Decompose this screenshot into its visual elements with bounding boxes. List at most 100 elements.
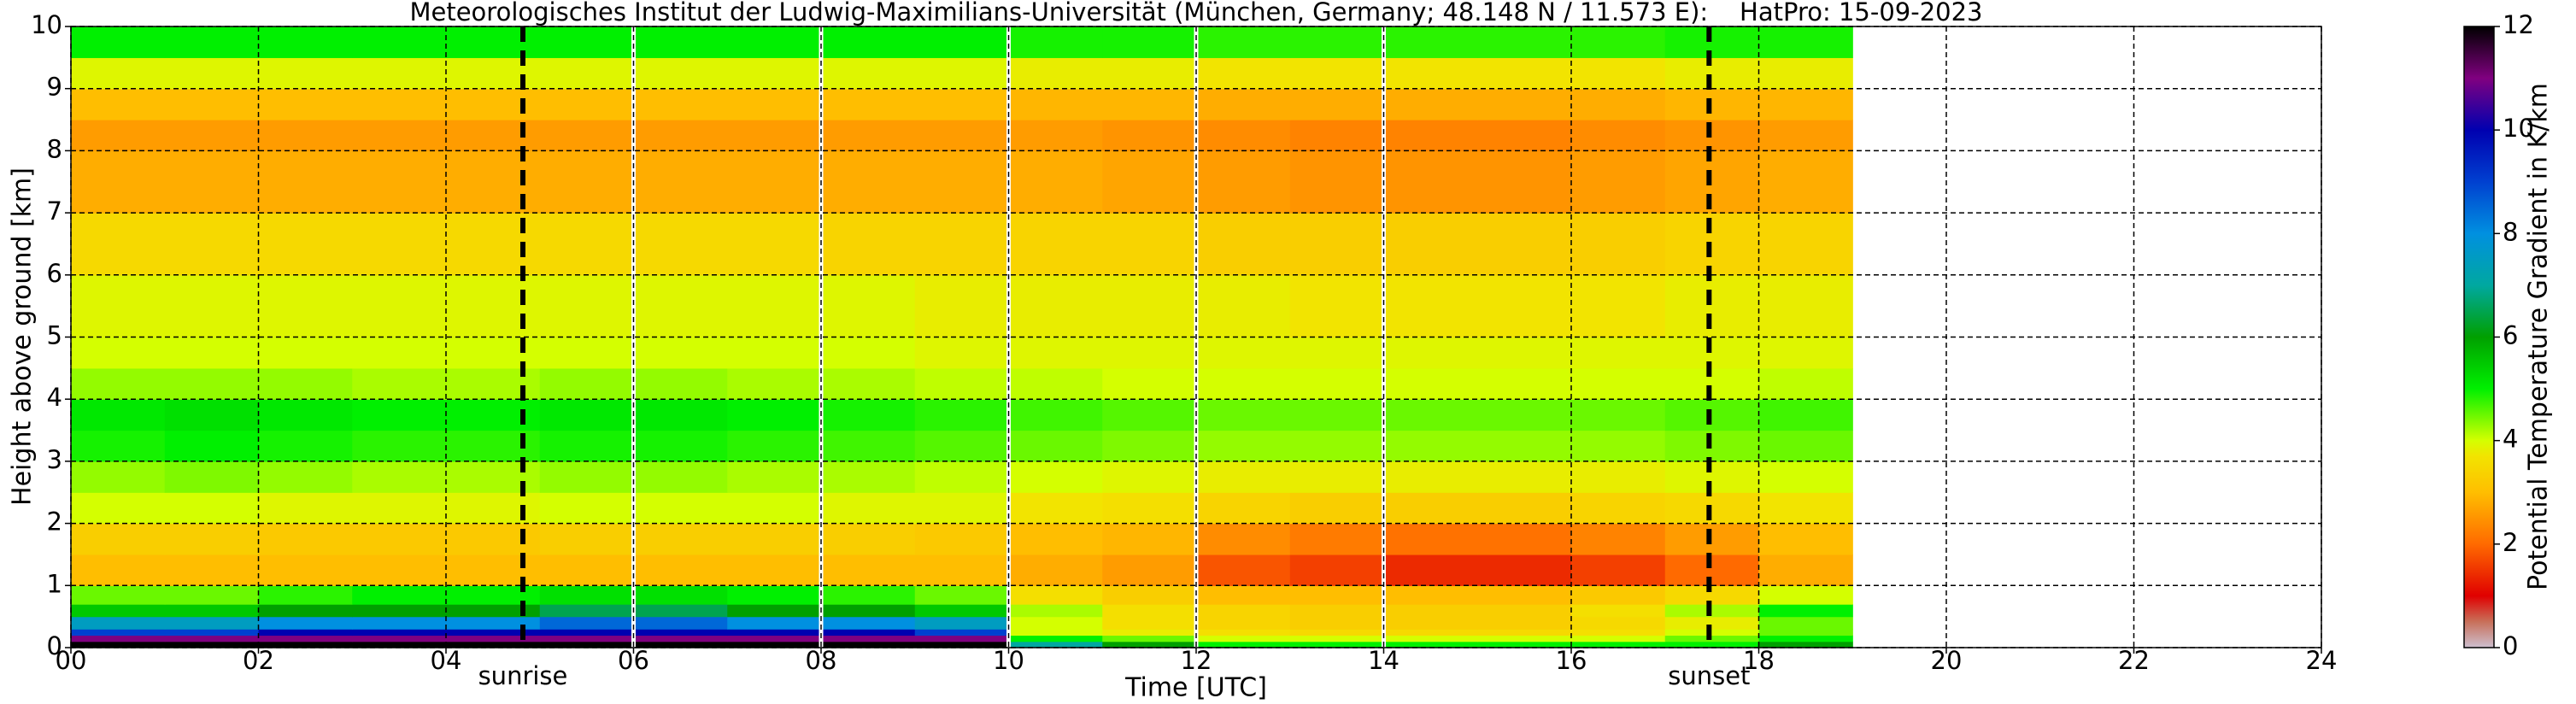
heat-cell bbox=[727, 641, 822, 648]
heat-cell bbox=[633, 213, 728, 276]
heat-cell bbox=[1289, 629, 1385, 637]
chart-title: Meteorologisches Institut der Ludwig-Max… bbox=[409, 0, 1982, 26]
heat-cell bbox=[352, 26, 447, 58]
heat-cell bbox=[258, 604, 353, 618]
heat-cell bbox=[1383, 213, 1478, 276]
heat-cell bbox=[1196, 604, 1291, 618]
colorbar-label: Potential Temperature Gradient in K/km bbox=[2524, 83, 2554, 590]
heat-cell bbox=[727, 616, 822, 630]
heat-cell bbox=[1758, 554, 1853, 586]
heat-cell bbox=[914, 57, 1010, 90]
heat-cell bbox=[352, 120, 447, 151]
heat-cell bbox=[446, 554, 541, 586]
heat-cell bbox=[1571, 604, 1666, 618]
heat-cell bbox=[1664, 120, 1760, 151]
heat-cell bbox=[821, 635, 916, 642]
heat-cell bbox=[1008, 641, 1103, 648]
heat-cell bbox=[1477, 120, 1572, 151]
heat-cell bbox=[71, 604, 166, 618]
heat-cell bbox=[821, 274, 916, 338]
heat-cell bbox=[1664, 492, 1760, 525]
heat-cell bbox=[352, 88, 447, 120]
heat-cell bbox=[539, 88, 635, 120]
heat-cell bbox=[1383, 554, 1478, 586]
heat-cell bbox=[1758, 616, 1853, 630]
heat-cell bbox=[727, 492, 822, 525]
heat-cell bbox=[446, 88, 541, 120]
heat-cell bbox=[1383, 641, 1478, 648]
heat-cell bbox=[539, 337, 635, 369]
heat-cell bbox=[1664, 641, 1760, 648]
heat-cell bbox=[633, 554, 728, 586]
heat-cell bbox=[1383, 26, 1478, 58]
heat-cell bbox=[1289, 367, 1385, 400]
heat-cell bbox=[1008, 26, 1103, 58]
heat-cell bbox=[633, 523, 728, 555]
heat-cell bbox=[1477, 213, 1572, 276]
heat-cell bbox=[821, 629, 916, 637]
heat-cell bbox=[1758, 337, 1853, 369]
heat-cell bbox=[164, 492, 260, 525]
heat-cell bbox=[164, 367, 260, 400]
heat-cell bbox=[914, 635, 1010, 642]
heat-cell bbox=[71, 616, 166, 630]
heat-cell bbox=[1383, 120, 1478, 151]
heat-cell bbox=[821, 337, 916, 369]
heat-cell bbox=[539, 430, 635, 462]
heat-cell bbox=[1008, 430, 1103, 462]
heat-cell bbox=[446, 461, 541, 493]
heat-cell bbox=[914, 492, 1010, 525]
heat-cell bbox=[1477, 616, 1572, 630]
heat-cell bbox=[1477, 523, 1572, 555]
heat-cell bbox=[1102, 641, 1197, 648]
colorbar-tick-label: 0 bbox=[2503, 631, 2518, 660]
x-tick-label: 24 bbox=[2306, 646, 2338, 675]
heat-cell bbox=[1289, 26, 1385, 58]
heat-cell bbox=[1289, 88, 1385, 120]
heat-cell bbox=[1571, 88, 1666, 120]
heat-cell bbox=[539, 554, 635, 586]
heat-cell bbox=[352, 585, 447, 605]
heat-cell bbox=[1289, 523, 1385, 555]
heat-cell bbox=[1664, 399, 1760, 431]
heat-cell bbox=[1383, 635, 1478, 642]
y-tick-label: 4 bbox=[47, 383, 62, 412]
heat-cell bbox=[821, 616, 916, 630]
heat-cell bbox=[1571, 523, 1666, 555]
heat-cell bbox=[1477, 629, 1572, 637]
heat-cell bbox=[727, 213, 822, 276]
heat-cell bbox=[821, 26, 916, 58]
heat-cell bbox=[1008, 629, 1103, 637]
heat-cell bbox=[727, 337, 822, 369]
heat-cell bbox=[1102, 88, 1197, 120]
heat-cell bbox=[1196, 367, 1291, 400]
heat-cell bbox=[71, 430, 166, 462]
heat-cell bbox=[727, 629, 822, 637]
heat-cell bbox=[821, 213, 916, 276]
heat-cell bbox=[539, 150, 635, 214]
heat-cell bbox=[633, 629, 728, 637]
heat-cell bbox=[1008, 604, 1103, 618]
heat-cell bbox=[1289, 635, 1385, 642]
heat-cell bbox=[1571, 635, 1666, 642]
heat-cell bbox=[914, 430, 1010, 462]
heat-cell bbox=[71, 120, 166, 151]
heat-cell bbox=[1196, 492, 1291, 525]
heat-cell bbox=[727, 554, 822, 586]
heat-cell bbox=[1008, 150, 1103, 214]
heat-cell bbox=[1196, 88, 1291, 120]
heat-cell bbox=[71, 88, 166, 120]
heat-cell bbox=[914, 150, 1010, 214]
heat-cell bbox=[914, 554, 1010, 586]
heat-cell bbox=[539, 523, 635, 555]
colorbar-tick-label: 6 bbox=[2503, 321, 2518, 350]
colorbar-tick-label: 4 bbox=[2503, 425, 2518, 454]
heat-cell bbox=[914, 523, 1010, 555]
heat-cell bbox=[71, 399, 166, 431]
heat-cell bbox=[258, 523, 353, 555]
heat-cell bbox=[1383, 585, 1478, 605]
heat-cell bbox=[258, 629, 353, 637]
heat-cell bbox=[1571, 274, 1666, 338]
heat-cell bbox=[164, 641, 260, 648]
heat-cell bbox=[446, 641, 541, 648]
